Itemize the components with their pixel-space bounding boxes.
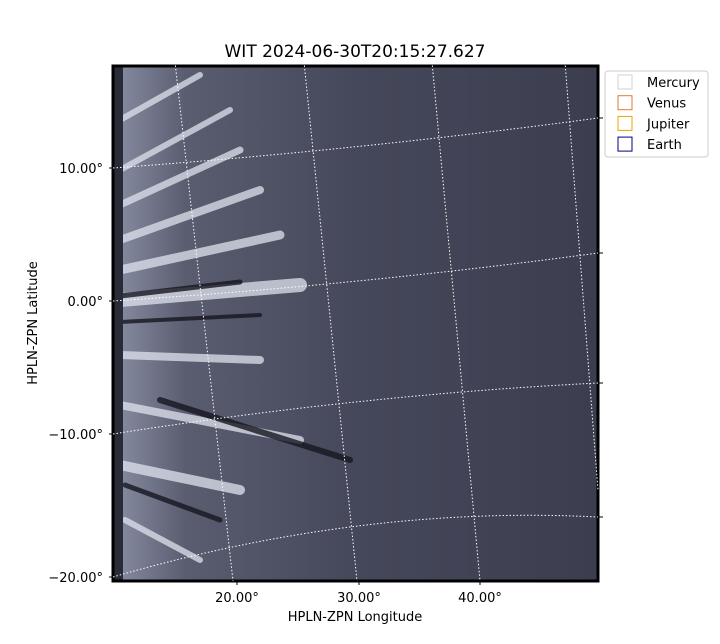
legend-swatch <box>617 74 633 90</box>
y-tick-label: 0.00° <box>68 295 103 310</box>
legend-label: Earth <box>647 138 682 153</box>
y-tick-label: −10.00° <box>48 428 103 443</box>
coordinate-grid <box>112 61 599 582</box>
legend-label: Jupiter <box>646 117 690 132</box>
x-axis-label: HPLN-ZPN Longitude <box>288 610 423 625</box>
x-tick-label: 20.00° <box>215 591 259 606</box>
x-tick-label: 30.00° <box>337 591 381 606</box>
y-tick-label: 10.00° <box>59 162 103 177</box>
legend-label: Mercury <box>647 76 700 91</box>
legend-swatch <box>617 95 633 111</box>
y-axis-label: HPLN-ZPN Latitude <box>26 261 41 384</box>
legend-swatch <box>617 115 633 131</box>
x-tick-label: 40.00° <box>458 591 502 606</box>
chart-title: WIT 2024-06-30T20:15:27.627 <box>225 42 486 62</box>
legend-box <box>604 70 709 158</box>
y-tick-label: −20.00° <box>48 571 103 586</box>
legend-label: Venus <box>647 97 686 112</box>
legend-swatch <box>617 136 633 152</box>
solar-image <box>113 66 598 581</box>
